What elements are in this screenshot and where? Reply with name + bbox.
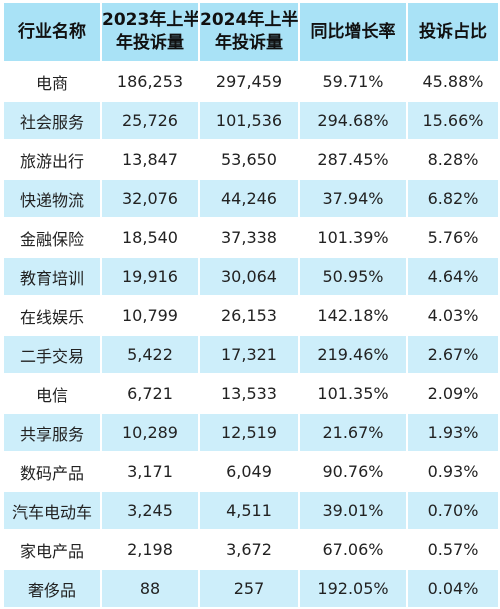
cell-2023-complaints: 10,289 [100, 412, 200, 453]
table-row: 共享服务 10,289 12,519 21.67% 1.93% [2, 412, 500, 453]
cell-industry: 金融保险 [2, 217, 102, 258]
table-row: 数码产品 3,171 6,049 90.76% 0.93% [2, 451, 500, 492]
cell-2024-complaints: 30,064 [198, 256, 300, 297]
header-2024-line2: 年投诉量 [215, 33, 283, 53]
cell-complaint-share: 15.66% [406, 100, 500, 141]
cell-industry: 共享服务 [2, 412, 102, 453]
header-share-label: 投诉占比 [419, 21, 487, 42]
cell-2024-complaints: 4,511 [198, 490, 300, 531]
cell-yoy-growth: 90.76% [298, 451, 408, 492]
table-row: 电商 186,253 297,459 59.71% 45.88% [2, 61, 500, 102]
cell-industry: 电商 [2, 61, 102, 102]
cell-2023-complaints: 32,076 [100, 178, 200, 219]
cell-yoy-growth: 39.01% [298, 490, 408, 531]
cell-complaint-share: 8.28% [406, 139, 500, 180]
cell-industry: 数码产品 [2, 451, 102, 492]
cell-2024-complaints: 53,650 [198, 139, 300, 180]
cell-industry: 旅游出行 [2, 139, 102, 180]
cell-complaint-share: 1.93% [406, 412, 500, 453]
cell-yoy-growth: 101.35% [298, 373, 408, 414]
table-row: 在线娱乐 10,799 26,153 142.18% 4.03% [2, 295, 500, 336]
cell-2023-complaints: 6,721 [100, 373, 200, 414]
cell-2023-complaints: 88 [100, 568, 200, 609]
cell-yoy-growth: 67.06% [298, 529, 408, 570]
header-yoy-growth: 同比增长率 [298, 1, 408, 63]
cell-industry: 汽车电动车 [2, 490, 102, 531]
cell-complaint-share: 0.57% [406, 529, 500, 570]
cell-complaint-share: 0.70% [406, 490, 500, 531]
header-2024-h1-complaints: 2024年上半 年投诉量 [198, 1, 300, 63]
cell-yoy-growth: 101.39% [298, 217, 408, 258]
table-row: 汽车电动车 3,245 4,511 39.01% 0.70% [2, 490, 500, 531]
cell-2024-complaints: 13,533 [198, 373, 300, 414]
cell-yoy-growth: 59.71% [298, 61, 408, 102]
cell-2024-complaints: 3,672 [198, 529, 300, 570]
cell-2023-complaints: 19,916 [100, 256, 200, 297]
table-row: 金融保险 18,540 37,338 101.39% 5.76% [2, 217, 500, 258]
cell-2023-complaints: 3,171 [100, 451, 200, 492]
cell-industry: 社会服务 [2, 100, 102, 141]
cell-industry: 奢侈品 [2, 568, 102, 609]
table-body: 电商 186,253 297,459 59.71% 45.88% 社会服务 25,726 10… [2, 61, 500, 609]
header-2023-line2: 年投诉量 [116, 33, 184, 53]
header-2024-line1: 2024年上半 [200, 10, 299, 30]
cell-yoy-growth: 50.95% [298, 256, 408, 297]
cell-2023-complaints: 10,799 [100, 295, 200, 336]
table-row: 教育培训 19,916 30,064 50.95% 4.64% [2, 256, 500, 297]
header-2023-line1: 2023年上半 [102, 10, 199, 30]
cell-industry: 在线娱乐 [2, 295, 102, 336]
header-yoy-label: 同比增长率 [310, 21, 396, 42]
cell-industry: 家电产品 [2, 529, 102, 570]
cell-2023-complaints: 2,198 [100, 529, 200, 570]
cell-2023-complaints: 3,245 [100, 490, 200, 531]
table-header-row: 行业名称 2023年上半 年投诉量 2024年上半 年投诉量 同比增长率 投诉占… [2, 1, 500, 63]
table-row: 旅游出行 13,847 53,650 287.45% 8.28% [2, 139, 500, 180]
header-complaint-share: 投诉占比 [406, 1, 500, 63]
cell-2023-complaints: 25,726 [100, 100, 200, 141]
table-row: 快递物流 32,076 44,246 37.94% 6.82% [2, 178, 500, 219]
table-row: 社会服务 25,726 101,536 294.68% 15.66% [2, 100, 500, 141]
cell-complaint-share: 4.64% [406, 256, 500, 297]
cell-yoy-growth: 192.05% [298, 568, 408, 609]
cell-industry: 快递物流 [2, 178, 102, 219]
cell-complaint-share: 0.93% [406, 451, 500, 492]
cell-2024-complaints: 17,321 [198, 334, 300, 375]
cell-industry: 二手交易 [2, 334, 102, 375]
cell-2024-complaints: 257 [198, 568, 300, 609]
cell-yoy-growth: 287.45% [298, 139, 408, 180]
header-2023-h1-complaints: 2023年上半 年投诉量 [100, 1, 200, 63]
cell-complaint-share: 45.88% [406, 61, 500, 102]
cell-2023-complaints: 18,540 [100, 217, 200, 258]
cell-2024-complaints: 12,519 [198, 412, 300, 453]
table-row: 奢侈品 88 257 192.05% 0.04% [2, 568, 500, 609]
cell-complaint-share: 5.76% [406, 217, 500, 258]
cell-complaint-share: 2.67% [406, 334, 500, 375]
cell-2024-complaints: 37,338 [198, 217, 300, 258]
table-row: 家电产品 2,198 3,672 67.06% 0.57% [2, 529, 500, 570]
cell-2024-complaints: 6,049 [198, 451, 300, 492]
header-industry-label: 行业名称 [18, 21, 86, 42]
table-row: 二手交易 5,422 17,321 219.46% 2.67% [2, 334, 500, 375]
header-industry: 行业名称 [2, 1, 102, 63]
cell-yoy-growth: 21.67% [298, 412, 408, 453]
cell-complaint-share: 4.03% [406, 295, 500, 336]
cell-2024-complaints: 297,459 [198, 61, 300, 102]
cell-industry: 教育培训 [2, 256, 102, 297]
cell-2024-complaints: 101,536 [198, 100, 300, 141]
cell-2023-complaints: 13,847 [100, 139, 200, 180]
table-row: 电信 6,721 13,533 101.35% 2.09% [2, 373, 500, 414]
cell-yoy-growth: 37.94% [298, 178, 408, 219]
cell-yoy-growth: 294.68% [298, 100, 408, 141]
cell-complaint-share: 0.04% [406, 568, 500, 609]
cell-2024-complaints: 26,153 [198, 295, 300, 336]
cell-2023-complaints: 5,422 [100, 334, 200, 375]
cell-2024-complaints: 44,246 [198, 178, 300, 219]
cell-yoy-growth: 219.46% [298, 334, 408, 375]
cell-industry: 电信 [2, 373, 102, 414]
cell-2023-complaints: 186,253 [100, 61, 200, 102]
cell-yoy-growth: 142.18% [298, 295, 408, 336]
cell-complaint-share: 6.82% [406, 178, 500, 219]
cell-complaint-share: 2.09% [406, 373, 500, 414]
